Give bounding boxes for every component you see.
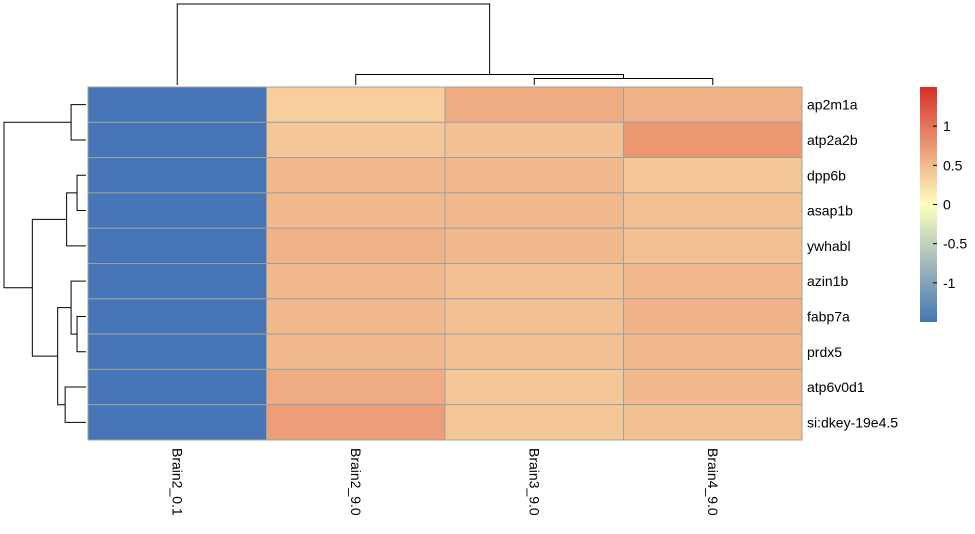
heatmap-cell: [444, 404, 624, 441]
heatmap-cell: [87, 368, 267, 406]
row-label: fabp7a: [807, 308, 850, 324]
heatmap-cell: [444, 333, 624, 370]
heatmap-cell: [444, 298, 624, 335]
row-dendrogram: [3, 104, 86, 423]
row-dendrogram-branch: [70, 104, 86, 141]
legend-tick-label: 0.5: [943, 157, 963, 173]
heatmap-cell: [87, 404, 267, 441]
heatmap-cell: [444, 368, 624, 406]
heatmap-cell: [87, 227, 267, 264]
row-dendrogram-branch: [70, 280, 86, 335]
column-label: Brain3_9.0: [526, 448, 542, 516]
heatmap-cell: [623, 333, 803, 370]
heatmap-cell: [444, 227, 624, 264]
heatmap-cell: [623, 157, 803, 194]
legend-tick-label: 1: [943, 118, 951, 134]
heatmap-cell: [266, 86, 446, 123]
heatmap-cell: [444, 86, 624, 123]
heatmap-cell: [266, 368, 446, 406]
column-dendrogram: [176, 3, 714, 85]
heatmap-cell: [87, 263, 267, 300]
heatmap-cell: [87, 333, 267, 370]
legend-tick-label: 0: [943, 197, 951, 213]
row-dendrogram-branch: [3, 121, 72, 289]
row-label: azin1b: [807, 273, 848, 289]
row-label: asap1b: [807, 203, 853, 219]
legend-color-bar: [920, 87, 937, 322]
heatmap-cells: [87, 86, 803, 441]
heatmap-cell: [623, 227, 803, 264]
heatmap-cell: [623, 86, 803, 123]
row-dendrogram-branch: [31, 218, 67, 357]
heatmap-cell: [623, 404, 803, 441]
row-dendrogram-branch: [57, 307, 72, 406]
column-labels: Brain2_0.1 Brain2_9.0 Brain3_9.0 Brain4_9.0: [169, 448, 721, 516]
heatmap-cell: [87, 86, 267, 123]
row-label: ap2m1a: [807, 97, 858, 113]
heatmap-cell: [87, 121, 267, 159]
row-label: si:dkey-19e4.5: [807, 414, 898, 430]
heatmap-cell: [266, 157, 446, 194]
row-label: prdx5: [807, 344, 842, 360]
column-label: Brain2_9.0: [348, 448, 364, 516]
heatmap-cell: [623, 192, 803, 229]
heatmap-cell: [623, 263, 803, 300]
heatmap-cell: [623, 298, 803, 335]
row-label: atp6v0d1: [807, 379, 865, 395]
color-legend: 1 0.5 0 -0.5 -1: [920, 87, 967, 322]
column-label: Brain2_0.1: [169, 448, 185, 516]
heatmap-cell: [266, 192, 446, 229]
heatmap-cell: [444, 157, 624, 194]
row-dendrogram-branch: [66, 192, 86, 247]
heatmap-cell: [266, 404, 446, 441]
heatmap-cell: [87, 157, 267, 194]
heatmap-cell: [266, 227, 446, 264]
column-dendrogram-branch: [533, 78, 714, 85]
heatmap-cell: [266, 121, 446, 159]
heatmap-cell: [266, 333, 446, 370]
heatmap-cell: [266, 263, 446, 300]
column-dendrogram-branch: [355, 73, 624, 85]
heatmap-cell: [444, 192, 624, 229]
legend-tick-label: -1: [943, 275, 956, 291]
row-label: ywhabl: [807, 238, 851, 254]
heatmap-cell: [266, 298, 446, 335]
row-labels: ap2m1a atp2a2b dpp6b asap1b ywhabl azin1b fabp…: [807, 97, 898, 431]
row-label: atp2a2b: [807, 132, 858, 148]
heatmap-cell: [87, 192, 267, 229]
row-label: dpp6b: [807, 167, 846, 183]
column-label: Brain4_9.0: [705, 448, 721, 516]
heatmap-cell: [87, 298, 267, 335]
row-dendrogram-branch: [64, 386, 86, 423]
heatmap-cell: [444, 263, 624, 300]
heatmap-cell: [444, 121, 624, 159]
heatmap-cell: [623, 121, 803, 159]
column-dendrogram-branch: [176, 3, 491, 85]
row-dendrogram-branch: [76, 315, 86, 353]
heatmap-cell: [623, 368, 803, 406]
row-dendrogram-branch: [76, 174, 86, 212]
legend-tick-label: -0.5: [943, 236, 967, 252]
